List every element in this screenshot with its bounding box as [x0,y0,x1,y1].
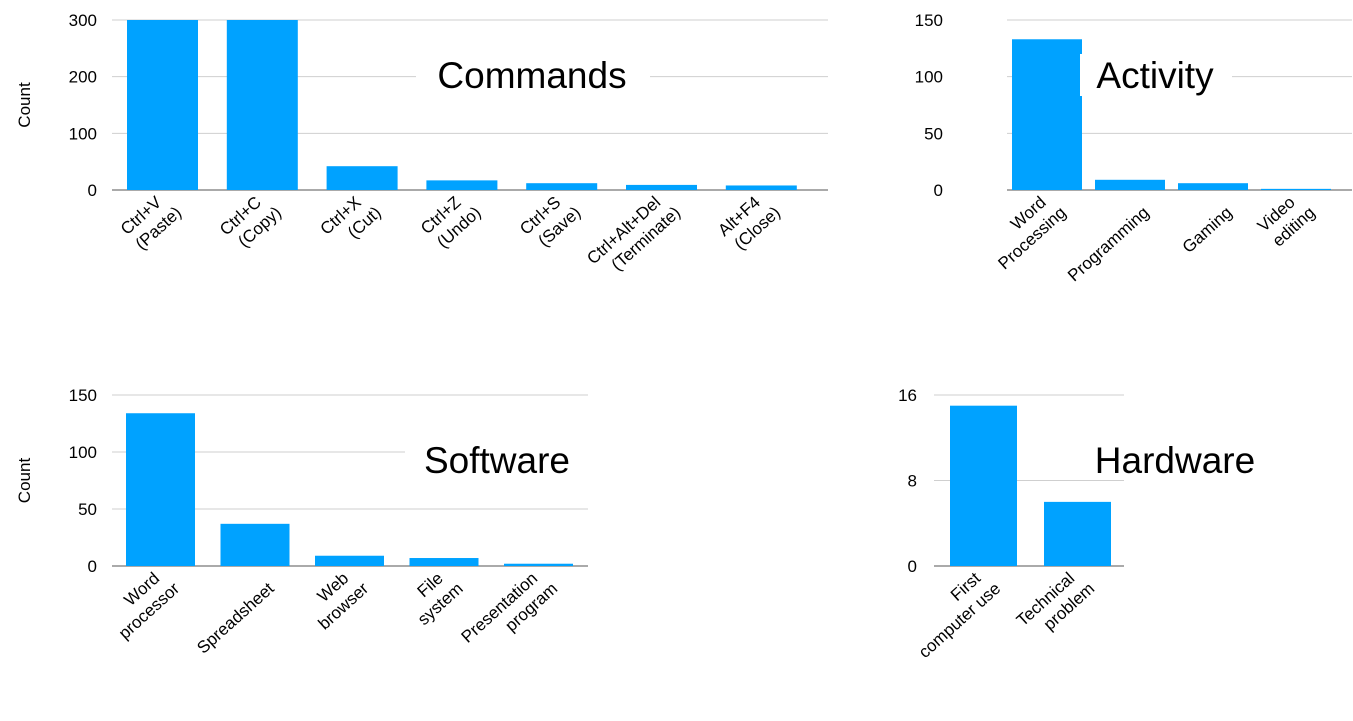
category-label: Ctrl+V(Paste) [117,192,185,253]
chart-title-background [405,437,590,479]
y-tick-label: 100 [69,443,97,462]
y-axis-label: Count [15,458,34,504]
bar [409,558,479,566]
category-label-line: Programming [1064,203,1153,285]
bar [426,180,498,190]
category-label-line: Spreadsheet [193,579,278,658]
y-tick-label: 150 [69,386,97,405]
y-tick-label: 50 [924,124,943,143]
y-tick-label: 0 [88,181,97,200]
bar [526,183,598,190]
y-tick-label: 100 [69,124,97,143]
category-label: Ctrl+C(Copy) [216,193,285,252]
chart-title: Commands [437,55,626,96]
bar [127,20,198,190]
y-tick-label: 100 [915,68,943,87]
bar [725,185,797,190]
bar [226,20,298,190]
y-tick-label: 0 [88,557,97,576]
bar [1261,188,1331,190]
bar [326,166,398,190]
bar [504,563,573,566]
bar [315,555,384,566]
chart-title-background [416,54,650,96]
category-label: Alt+F4(Close) [714,193,784,254]
bar [220,523,290,566]
y-tick-label: 200 [69,68,97,87]
bar [626,184,697,190]
y-tick-label: 16 [898,386,917,405]
y-tick-label: 0 [908,557,917,576]
y-tick-label: 50 [78,500,97,519]
chart-title: Activity [1096,55,1214,96]
y-tick-label: 150 [915,11,943,30]
bar [1044,501,1111,566]
category-label: Gaming [1179,203,1236,257]
category-label: Ctrl+Alt+Del(Terminate) [583,193,684,275]
bar [1095,179,1165,190]
category-label: Ctrl+S(Save) [516,193,584,251]
y-tick-label: 0 [934,181,943,200]
chart-commands: 0 100 200 300 Count Ctrl+V(Paste) Ctrl+C(Copy)… [15,11,828,275]
bar [1178,183,1248,190]
chart-title: Hardware [1095,440,1255,481]
chart-title: Software [424,440,570,481]
bar [126,413,195,566]
chart-title-background [1076,437,1276,479]
y-tick-label: 8 [908,472,917,491]
category-label-line: Gaming [1179,203,1236,257]
bar [1012,39,1082,191]
category-label: Ctrl+Z(Undo) [417,193,484,252]
chart-title-background [1080,54,1232,96]
category-label: Ctrl+X(Cut) [317,193,385,243]
bar [950,405,1017,566]
category-label: Programming [1064,203,1153,285]
y-axis-label: Count [15,82,34,128]
category-label: Spreadsheet [193,579,278,658]
y-tick-label: 300 [69,11,97,30]
